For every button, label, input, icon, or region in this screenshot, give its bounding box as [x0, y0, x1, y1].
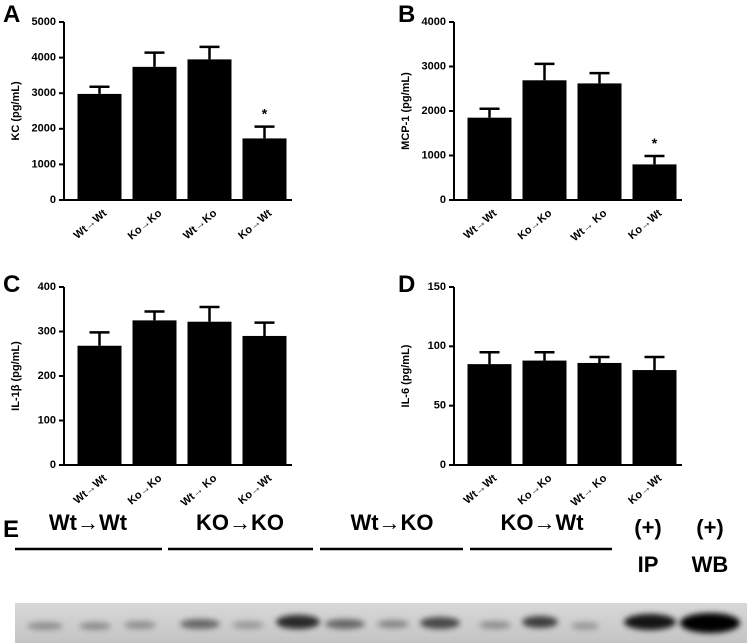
error-bar — [199, 305, 220, 322]
blot-control-label: WB — [692, 552, 729, 577]
error-bar — [534, 351, 555, 361]
y-tick-label: 1000 — [32, 158, 56, 170]
x-tick-label: Wt→Wt — [462, 472, 500, 507]
blot-group-label: Wt→KO — [350, 510, 433, 535]
bar — [632, 370, 677, 465]
y-tick-label: 5000 — [32, 16, 56, 28]
error-bar — [479, 351, 500, 365]
x-tick-label: Ko→Wt — [236, 207, 274, 242]
x-tick-label: Wt→ Ko — [569, 472, 610, 509]
bar — [577, 362, 622, 465]
y-tick-label: 100 — [38, 414, 56, 426]
y-axis-label: MCP-1 (pg/mL) — [400, 72, 412, 150]
bar — [242, 138, 287, 200]
y-tick-label: 4000 — [422, 16, 446, 28]
bar — [132, 320, 177, 465]
error-bar — [589, 355, 610, 363]
bar — [467, 117, 512, 200]
x-tick-label: Wt→Wt — [72, 207, 110, 242]
y-tick-label: 150 — [428, 281, 446, 293]
blot-group-label: KO→Wt — [500, 510, 584, 535]
panel-label: C — [3, 271, 20, 298]
y-tick-label: 300 — [38, 325, 56, 337]
y-tick-label: 1000 — [422, 149, 446, 161]
blot-group-label: Wt→Wt — [49, 510, 128, 535]
y-axis-label: IL-1β (pg/mL) — [10, 341, 22, 411]
error-bar — [89, 331, 110, 346]
y-tick-label: 0 — [50, 194, 56, 206]
error-bar — [644, 154, 665, 165]
bar — [467, 364, 512, 465]
y-tick-label: 3000 — [422, 60, 446, 72]
y-axis-label: KC (pg/mL) — [10, 81, 22, 141]
error-bar — [254, 125, 275, 139]
bar — [632, 164, 677, 200]
bar — [187, 59, 232, 200]
y-tick-label: 0 — [440, 194, 446, 206]
y-tick-label: 200 — [38, 370, 56, 382]
bar — [242, 335, 287, 465]
blot-control-sign: (+) — [634, 515, 662, 540]
y-tick-label: 100 — [428, 340, 446, 352]
y-tick-label: 0 — [440, 459, 446, 471]
blot-image — [15, 603, 747, 643]
bar — [522, 360, 567, 465]
error-bar — [144, 51, 165, 67]
blot-control-sign: (+) — [696, 515, 724, 540]
y-tick-label: 2000 — [32, 123, 56, 135]
x-tick-label: Ko→Ko — [516, 472, 555, 507]
x-tick-label: Ko→Wt — [626, 207, 664, 242]
panel-label: B — [398, 1, 415, 28]
error-bar — [479, 107, 500, 118]
annotation: * — [262, 106, 268, 122]
blot-control-label: IP — [638, 552, 659, 577]
x-tick-label: Wt→ Ko — [179, 472, 220, 509]
y-tick-label: 50 — [434, 400, 446, 412]
error-bar — [644, 355, 665, 371]
x-tick-label: Ko→Wt — [626, 472, 664, 507]
y-tick-label: 2000 — [422, 105, 446, 117]
error-bar — [199, 45, 220, 60]
x-tick-label: Ko→Ko — [126, 472, 165, 507]
y-axis-label: IL-6 (pg/mL) — [400, 344, 412, 407]
y-tick-label: 400 — [38, 281, 56, 293]
error-bar — [589, 71, 610, 84]
bar — [77, 345, 122, 465]
panel-label: A — [3, 1, 20, 28]
error-bar — [144, 310, 165, 321]
error-bar — [254, 321, 275, 336]
x-tick-label: Wt→Ko — [181, 207, 219, 242]
error-bar — [534, 62, 555, 81]
y-tick-label: 4000 — [32, 52, 56, 64]
x-tick-label: Ko→Wt — [236, 472, 274, 507]
panel-label: D — [398, 271, 415, 298]
y-tick-label: 0 — [50, 459, 56, 471]
x-tick-label: Wt→ Ko — [569, 207, 610, 244]
x-tick-label: Ko→Ko — [516, 207, 555, 242]
x-tick-label: Wt→Wt — [462, 207, 500, 242]
bar — [522, 80, 567, 200]
bar — [577, 83, 622, 200]
x-tick-label: Wt→Wt — [72, 472, 110, 507]
panel-label: E — [3, 516, 19, 543]
x-tick-label: Ko→Ko — [126, 207, 165, 242]
blot-group-label: KO→KO — [196, 510, 284, 535]
bar — [132, 66, 177, 200]
annotation: * — [652, 135, 658, 151]
error-bar — [89, 85, 110, 94]
bar — [77, 93, 122, 200]
y-tick-label: 3000 — [32, 87, 56, 99]
bar — [187, 321, 232, 465]
